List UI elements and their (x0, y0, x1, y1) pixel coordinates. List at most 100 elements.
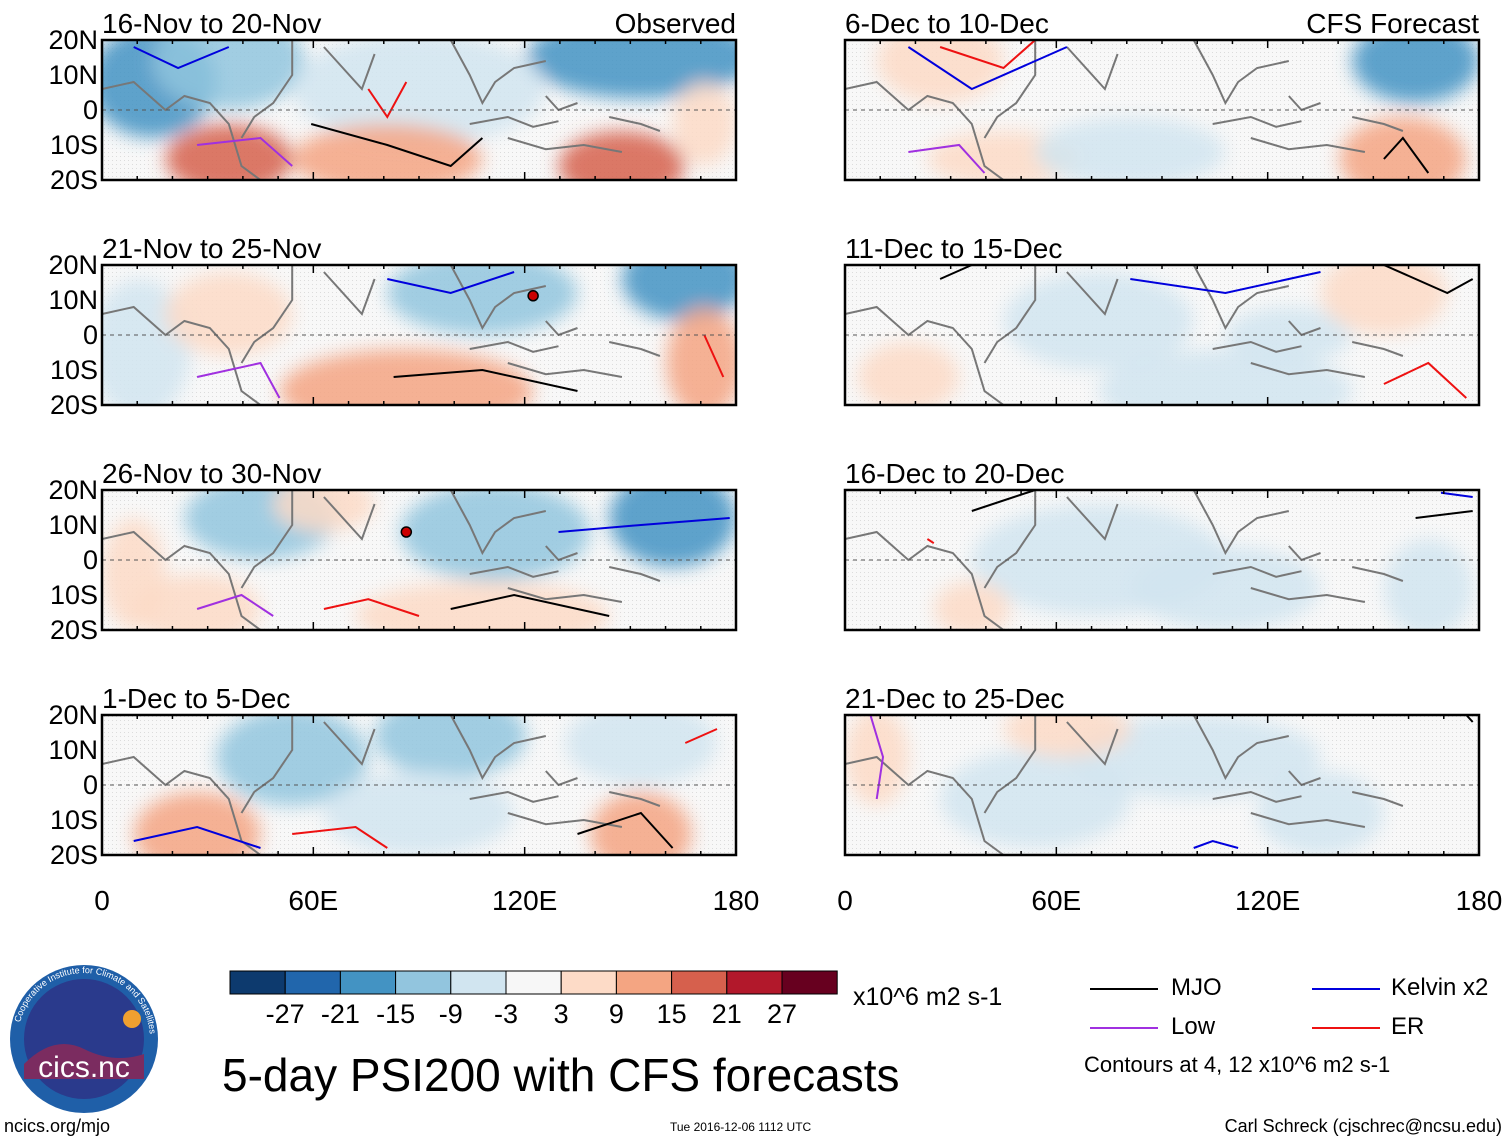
contour-line (703, 334, 725, 378)
coastline (449, 265, 547, 331)
colorbar-label: -9 (439, 999, 463, 1029)
coastline (1192, 40, 1290, 106)
colorbar-segment (505, 970, 562, 995)
anomaly-blob (1352, 40, 1479, 103)
x-tick-label: 120E (1235, 885, 1300, 916)
coastline (102, 80, 262, 180)
colorbar-segment (671, 970, 728, 995)
colorbar-units: x10^6 m2 s-1 (853, 983, 1003, 1011)
y-tick-label: 20N (48, 25, 98, 55)
coastline (1192, 715, 1290, 781)
logo-text: cics.nc (38, 1051, 130, 1084)
coastline (1212, 340, 1302, 353)
contour-line (133, 46, 230, 70)
panel-title: 21-Dec to 25-Dec (845, 683, 1064, 714)
coastlines (845, 265, 1474, 405)
x-tick-label: 60E (1031, 885, 1081, 916)
anomaly-blob (933, 581, 1010, 630)
coastline (1192, 265, 1290, 331)
map-panel: 6-Dec to 10-Dec (843, 8, 1481, 182)
contour-line (1383, 265, 1474, 295)
colorbar-label: -27 (266, 999, 305, 1029)
anomaly-blob (672, 82, 736, 166)
anomaly-blob (387, 265, 578, 335)
anomaly-shading (102, 40, 736, 180)
colorbar-segment (781, 970, 838, 995)
y-tick-label: 10S (50, 580, 98, 610)
y-tick-label: 10N (48, 510, 98, 540)
x-tick-label: 180 (1456, 885, 1503, 916)
coastline (507, 362, 623, 378)
anomaly-blob (152, 40, 305, 110)
anomaly-blob (355, 581, 610, 630)
coastline (449, 40, 547, 106)
anomaly-blob (165, 272, 293, 356)
coastline (240, 40, 294, 139)
coastline (469, 115, 559, 128)
coastline (608, 566, 661, 582)
panel-title: 16-Nov to 20-Nov (102, 8, 321, 39)
anomaly-shading (102, 490, 736, 630)
anomaly-blob (133, 792, 261, 855)
column-header-observed: Observed (615, 8, 736, 39)
contour-line (450, 593, 610, 617)
colorbar-segment (450, 970, 507, 995)
legend-label-mjo: MJO (1171, 974, 1222, 1001)
contour-line (196, 136, 293, 167)
coastline (1066, 721, 1119, 766)
page-title: 5-day PSI200 with CFS forecasts (222, 1049, 900, 1101)
anomaly-shading (933, 504, 1473, 630)
y-tick-label: 20S (50, 165, 98, 195)
coastline (507, 587, 623, 603)
anomaly-shading (133, 715, 717, 855)
coastline (1066, 46, 1119, 91)
panel-title: 1-Dec to 5-Dec (102, 683, 290, 714)
coastline (845, 530, 1005, 630)
coastline (983, 40, 1037, 139)
coastline (1250, 362, 1366, 378)
map-panel: 16-Dec to 20-Dec (843, 458, 1481, 632)
legend-line-er (1312, 1027, 1380, 1029)
coastlines (102, 715, 718, 855)
colorbar-segment (560, 970, 617, 995)
contour-line (939, 265, 973, 280)
contour-line (1193, 839, 1239, 849)
contour-line (196, 361, 281, 399)
coastlines (102, 490, 730, 630)
legend-label-low: Low (1171, 1013, 1216, 1040)
contour-line (133, 825, 261, 849)
coastline (323, 46, 376, 91)
colorbar-label: -21 (321, 999, 360, 1029)
anomaly-blob (1320, 265, 1448, 335)
coastline (1212, 790, 1302, 803)
y-tick-label: 0 (83, 770, 98, 800)
legend-line-low (1090, 1027, 1158, 1029)
coastline (608, 341, 661, 357)
anomaly-blob (621, 265, 736, 321)
coastline (240, 265, 294, 364)
anomaly-blob (564, 715, 717, 785)
contour-line (196, 593, 274, 617)
coastline (449, 490, 547, 556)
colorbar-segment (726, 970, 783, 995)
y-tick-label: 10N (48, 60, 98, 90)
anomaly-blob (216, 715, 369, 806)
logo-wave (24, 1044, 144, 1079)
contour-line (1130, 271, 1321, 295)
colorbar-segment (229, 970, 286, 995)
colorbar-label: 15 (657, 999, 687, 1029)
legend-line-kelvin (1312, 988, 1380, 990)
coastline (845, 305, 1005, 405)
anomaly-blob (1003, 272, 1194, 370)
contour-line (1383, 361, 1467, 399)
coastline (240, 490, 294, 589)
anomaly-blob (609, 490, 736, 567)
author-credit: Carl Schreck (cjschrec@ncsu.edu) (1224, 1116, 1502, 1136)
anomaly-blob (1257, 771, 1384, 855)
legend-label-kelvin: Kelvin x2 (1391, 974, 1489, 1001)
colorbar-segment (395, 970, 452, 995)
